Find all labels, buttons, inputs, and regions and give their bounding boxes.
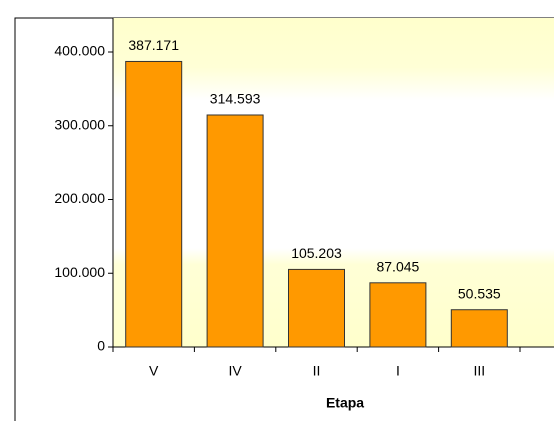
y-tick-label: 0 bbox=[97, 338, 105, 354]
x-tick-label: II bbox=[313, 363, 321, 379]
value-label: 50.535 bbox=[458, 285, 501, 301]
x-tick-label: IV bbox=[228, 363, 242, 379]
y-tick-label: 400.000 bbox=[54, 43, 105, 59]
bar bbox=[206, 114, 264, 348]
bar bbox=[450, 309, 508, 348]
y-tick-label: 100.000 bbox=[54, 264, 105, 280]
bar bbox=[288, 268, 345, 348]
bar bbox=[369, 282, 427, 348]
bar bbox=[125, 60, 183, 348]
y-tick-label: 300.000 bbox=[54, 116, 105, 132]
x-axis-title: Etapa bbox=[326, 395, 364, 411]
x-tick-label: I bbox=[396, 363, 400, 379]
x-tick-label: V bbox=[149, 363, 159, 379]
y-tick-label: 200.000 bbox=[54, 190, 105, 206]
value-label: 87.045 bbox=[376, 259, 419, 275]
value-label: 105.203 bbox=[291, 245, 342, 261]
value-label: 314.593 bbox=[210, 91, 261, 107]
x-tick-label: III bbox=[473, 363, 485, 379]
value-label: 387.171 bbox=[128, 37, 179, 53]
